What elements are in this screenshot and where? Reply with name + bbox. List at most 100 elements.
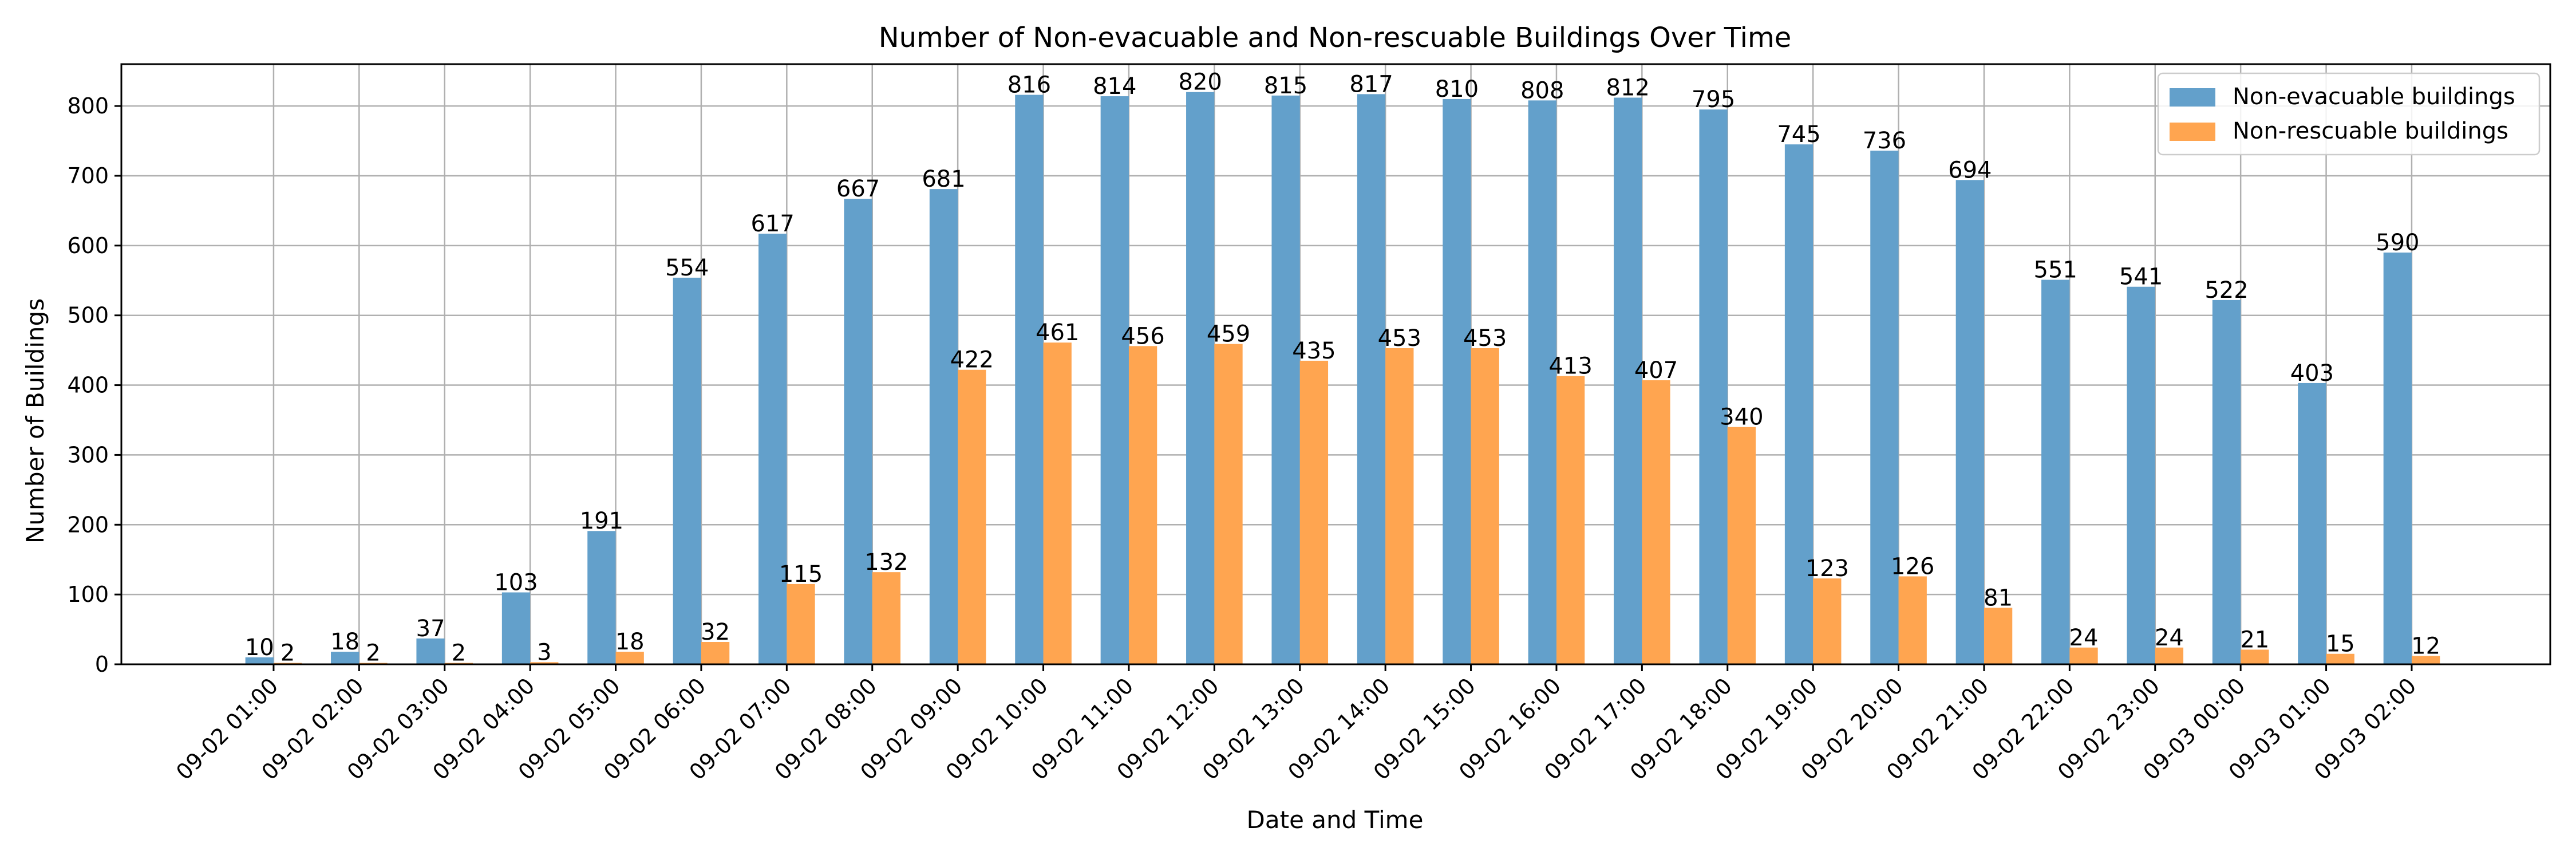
non-rescuable-bar	[1813, 578, 1842, 664]
non-rescuable-data-label: 126	[1891, 553, 1934, 580]
non-rescuable-data-label: 459	[1207, 321, 1250, 348]
non-rescuable-data-label: 453	[1463, 325, 1507, 352]
non-rescuable-bar	[1556, 376, 1585, 664]
non-evacuable-bar	[929, 189, 958, 664]
non-evacuable-bar	[1784, 144, 1814, 665]
non-rescuable-bar	[530, 662, 559, 664]
legend-label-non-rescuable: Non-rescuable buildings	[2233, 118, 2508, 144]
non-rescuable-data-label: 422	[950, 347, 994, 373]
y-tick-label: 500	[67, 303, 109, 328]
non-rescuable-bar	[1385, 348, 1414, 664]
non-evacuable-bar	[844, 199, 872, 665]
non-evacuable-data-label: 745	[1777, 121, 1820, 148]
non-evacuable-data-label: 808	[1520, 77, 1564, 104]
non-rescuable-data-label: 2	[280, 640, 295, 667]
non-rescuable-data-label: 2	[366, 640, 380, 667]
y-axis-label: Number of Buildings	[21, 298, 49, 543]
non-evacuable-data-label: 694	[1948, 157, 1992, 183]
non-rescuable-data-label: 456	[1121, 323, 1164, 349]
non-evacuable-data-label: 10	[245, 635, 274, 661]
non-rescuable-data-label: 407	[1634, 357, 1678, 384]
non-rescuable-data-label: 3	[537, 639, 551, 665]
non-rescuable-data-label: 453	[1378, 325, 1421, 352]
y-tick-label: 700	[67, 163, 109, 188]
non-rescuable-bar	[1043, 342, 1072, 664]
non-evacuable-bar	[1870, 151, 1899, 665]
non-rescuable-bar	[701, 642, 730, 664]
y-tick-label: 0	[95, 652, 109, 677]
non-evacuable-bar	[501, 592, 531, 664]
y-tick-label: 600	[67, 233, 109, 258]
non-rescuable-bar	[2155, 647, 2184, 664]
non-rescuable-bar	[1984, 608, 2013, 664]
non-evacuable-bar	[1357, 94, 1386, 664]
non-evacuable-data-label: 817	[1349, 71, 1393, 97]
non-evacuable-data-label: 815	[1264, 73, 1307, 99]
non-evacuable-bar	[1614, 97, 1642, 664]
non-rescuable-bar	[872, 572, 901, 664]
non-rescuable-bar	[2411, 656, 2440, 664]
non-evacuable-bar	[1100, 96, 1129, 665]
non-evacuable-bar	[1186, 92, 1215, 664]
non-rescuable-bar	[615, 652, 644, 664]
y-axis-ticks: 0 100 200 300 400 500 600 700 800	[67, 93, 121, 677]
non-evacuable-bar	[2127, 286, 2155, 665]
non-rescuable-bar	[1299, 360, 1329, 664]
non-rescuable-data-label: 115	[779, 561, 823, 588]
non-rescuable-data-label: 24	[2069, 625, 2099, 651]
non-evacuable-bar	[1528, 100, 1556, 665]
non-rescuable-data-label: 461	[1036, 320, 1079, 346]
legend-box	[2157, 72, 2541, 156]
non-evacuable-data-label: 37	[416, 616, 445, 642]
non-evacuable-data-label: 191	[580, 508, 623, 534]
non-evacuable-data-label: 590	[2376, 230, 2419, 256]
y-tick-label: 100	[67, 582, 109, 607]
non-evacuable-data-label: 681	[922, 166, 965, 192]
non-evacuable-bar	[2212, 300, 2241, 664]
non-evacuable-bar	[1015, 94, 1044, 665]
non-evacuable-data-label: 403	[2290, 360, 2334, 387]
non-evacuable-bar	[331, 652, 359, 664]
non-evacuable-data-label: 816	[1008, 72, 1051, 98]
non-evacuable-bar	[1955, 180, 1984, 665]
non-evacuable-data-label: 667	[836, 176, 880, 202]
non-rescuable-data-label: 81	[1984, 585, 2013, 611]
non-rescuable-bar	[1727, 427, 1756, 664]
non-evacuable-data-label: 814	[1093, 73, 1136, 100]
non-evacuable-data-label: 812	[1606, 74, 1650, 101]
non-rescuable-data-label: 21	[2240, 626, 2269, 653]
non-rescuable-bar	[1214, 344, 1243, 664]
x-axis-label: Date and Time	[1247, 806, 1424, 834]
non-rescuable-data-label: 413	[1548, 353, 1592, 380]
non-rescuable-data-label: 340	[1720, 404, 1763, 431]
non-rescuable-bar	[2069, 647, 2098, 664]
non-evacuable-bar	[2298, 383, 2326, 664]
non-rescuable-bar	[787, 584, 815, 664]
non-evacuable-bar	[1443, 98, 1471, 664]
non-evacuable-bar	[673, 277, 701, 664]
non-evacuable-bar	[2383, 253, 2412, 664]
non-evacuable-data-label: 522	[2204, 277, 2248, 304]
non-evacuable-data-label: 617	[751, 211, 795, 237]
legend-swatch-non-evacuable	[2170, 88, 2215, 107]
y-tick-label: 800	[67, 93, 109, 119]
non-evacuable-data-label: 103	[494, 569, 538, 596]
non-rescuable-data-label: 123	[1805, 555, 1849, 582]
data-labels: 10 2 18 23721033191185543261711566713268142…	[245, 69, 2440, 667]
non-evacuable-data-label: 18	[330, 629, 359, 655]
non-rescuable-data-label: 12	[2411, 633, 2440, 659]
y-tick-label: 200	[67, 512, 109, 537]
non-evacuable-data-label: 541	[2119, 264, 2163, 290]
bars	[245, 92, 2440, 665]
legend-swatch-non-rescuable	[2170, 123, 2215, 141]
non-evacuable-bar	[245, 657, 274, 664]
non-rescuable-bar	[2326, 653, 2354, 664]
y-tick-label: 300	[67, 442, 109, 467]
non-rescuable-bar	[1642, 380, 1670, 664]
non-evacuable-data-label: 736	[1863, 128, 1906, 154]
non-rescuable-bar	[958, 369, 986, 664]
non-evacuable-bar	[416, 638, 445, 664]
non-evacuable-data-label: 810	[1435, 76, 1479, 103]
